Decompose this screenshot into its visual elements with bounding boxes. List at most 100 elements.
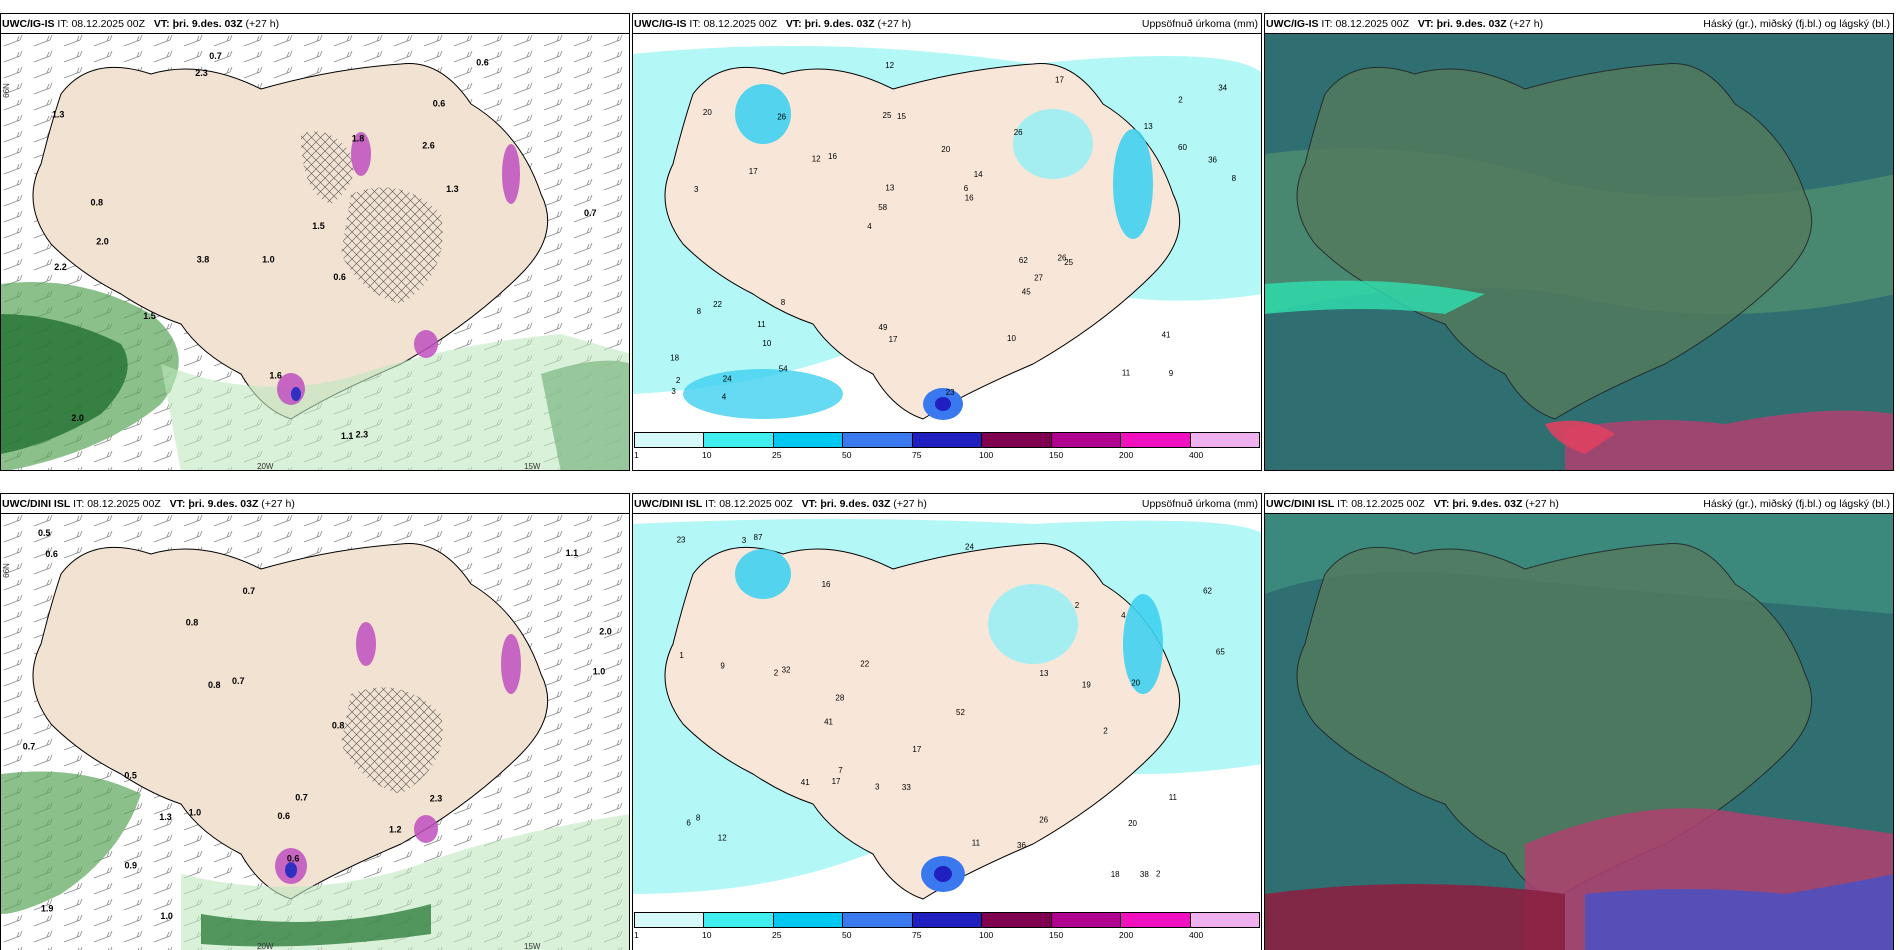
- colorbar-swatch: [1190, 913, 1259, 927]
- value-label: 62: [1019, 256, 1028, 265]
- value-label: 3: [875, 783, 880, 792]
- value-label: 2: [1103, 727, 1108, 736]
- cb-tick: 150: [1049, 450, 1064, 460]
- value-label: 0.9: [125, 861, 138, 871]
- lon-label-15w: 15W: [524, 462, 541, 471]
- value-label: 3: [694, 185, 699, 194]
- cb-tick: 25: [772, 450, 782, 460]
- value-label: 25: [883, 111, 892, 120]
- panel-subtitle: Uppsöfnuð úrkoma (mm): [1141, 498, 1258, 510]
- value-label: 18: [1111, 870, 1120, 879]
- cb-tick: 200: [1119, 450, 1134, 460]
- value-label: 0.6: [476, 57, 489, 67]
- lon-label-15w: 15W: [524, 942, 541, 950]
- value-label: 26: [1014, 128, 1023, 137]
- colorbar-swatch: [704, 913, 774, 927]
- value-label: 6: [686, 818, 691, 827]
- value-label: 10: [762, 339, 771, 348]
- value-label: 87: [754, 533, 763, 542]
- panel-title: UWC/DINI ISL IT: 08.12.2025 00Z VT: þri.…: [1, 494, 629, 514]
- colorbar-swatch: [912, 913, 983, 927]
- value-label: 52: [956, 708, 965, 717]
- value-label: 0.7: [243, 586, 256, 596]
- value-label: 1.9: [41, 904, 54, 914]
- value-label: 0.7: [23, 742, 36, 752]
- value-label: 1.1: [341, 431, 354, 441]
- value-label: 4: [722, 393, 727, 402]
- wind-map-dini: 0.6 0.5 0.7 1.1 2.0 1.2 0.7 1.0 1.9 2.3 1.3 0.8 1.0 0…: [1, 514, 629, 950]
- cb-tick: 1: [634, 930, 639, 940]
- panel-dini-wind-ice: UWC/DINI ISL IT: 08.12.2025 00Z VT: þri.…: [0, 493, 630, 950]
- value-label: 10: [1007, 334, 1016, 343]
- value-label: 65: [1216, 647, 1225, 656]
- value-label: 32: [782, 665, 791, 674]
- value-label: 0.8: [332, 720, 345, 730]
- value-label: 19: [1082, 680, 1091, 689]
- cb-tick: 100: [979, 930, 994, 940]
- value-label: 17: [889, 335, 898, 344]
- panel-dini-precip: UWC/DINI ISL IT: 08.12.2025 00Z VT: þri.…: [632, 493, 1262, 950]
- colorbar-swatch: [1190, 433, 1259, 447]
- value-label: 22: [713, 300, 722, 309]
- value-label: 8: [781, 298, 786, 307]
- cb-tick: 75: [912, 930, 922, 940]
- value-label: 38: [1140, 870, 1149, 879]
- value-label: 62: [1203, 587, 1212, 596]
- cb-tick: 200: [1119, 930, 1134, 940]
- value-label: 3.8: [197, 254, 210, 264]
- value-label: 9: [1169, 369, 1174, 378]
- iceland-landmass: [32, 63, 549, 420]
- panel-title: UWC/IG-IS IT: 08.12.2025 00Z VT: þri. 9.…: [1, 14, 629, 34]
- value-label: 2: [774, 669, 779, 678]
- value-label: 11: [1169, 793, 1178, 802]
- colorbar-swatch: [982, 433, 1052, 447]
- colorbar-swatch: [773, 433, 844, 447]
- value-label: 1.3: [159, 812, 172, 822]
- value-label: 58: [878, 203, 887, 212]
- colorbar-swatch: [704, 433, 774, 447]
- value-label: 1.0: [262, 255, 275, 265]
- value-label: 0.6: [287, 854, 300, 864]
- cb-tick: 10: [702, 450, 712, 460]
- value-label: 26: [1058, 254, 1067, 263]
- value-label: 20: [941, 145, 950, 154]
- cloud-map-ig: [1265, 34, 1893, 470]
- cb-tick: 10: [702, 930, 712, 940]
- value-label: 45: [1022, 288, 1031, 297]
- cb-tick: 50: [842, 930, 852, 940]
- value-label: 9: [720, 661, 725, 670]
- colorbar-swatch: [1051, 433, 1122, 447]
- value-label: 1.0: [160, 911, 173, 921]
- cb-tick: 1: [634, 450, 639, 460]
- value-label: 1: [679, 651, 684, 660]
- lon-label-20w: 20W: [257, 942, 274, 950]
- value-label: 1.2: [389, 824, 402, 834]
- value-label: 1.1: [566, 548, 579, 558]
- value-label: 26: [1039, 815, 1048, 824]
- value-label: 0.7: [209, 51, 222, 61]
- value-label: 17: [832, 777, 841, 786]
- value-label: 13: [1040, 669, 1049, 678]
- panel-ig-clouds: UWC/IG-IS IT: 08.12.2025 00Z VT: þri. 9.…: [1264, 13, 1894, 471]
- value-label: 0.5: [124, 770, 137, 780]
- value-label: 17: [912, 745, 921, 754]
- value-label: 8: [1232, 174, 1237, 183]
- colorbar-swatch: [635, 433, 705, 447]
- value-label: 22: [860, 659, 869, 668]
- value-label: 1.6: [269, 371, 282, 381]
- value-label: 41: [801, 778, 810, 787]
- value-label: 8: [697, 307, 702, 316]
- panel-title: UWC/IG-IS IT: 08.12.2025 00Z VT: þri. 9.…: [633, 14, 1261, 34]
- value-label: 20: [1128, 819, 1137, 828]
- value-label: 3: [671, 387, 676, 396]
- value-label: 0.7: [232, 676, 245, 686]
- value-label: 28: [835, 694, 844, 703]
- value-label: 25: [1064, 258, 1073, 267]
- colorbar-swatch: [773, 913, 844, 927]
- value-label: 24: [723, 375, 732, 384]
- value-label: 0.6: [433, 98, 446, 108]
- panel-subtitle: Háský (gr.), miðský (fj.bl.) og lágský (…: [1703, 498, 1890, 510]
- panel-dini-clouds: UWC/DINI ISL IT: 08.12.2025 00Z VT: þri.…: [1264, 493, 1894, 950]
- value-label: 0.7: [295, 792, 308, 802]
- precip-colorbar: [634, 432, 1260, 448]
